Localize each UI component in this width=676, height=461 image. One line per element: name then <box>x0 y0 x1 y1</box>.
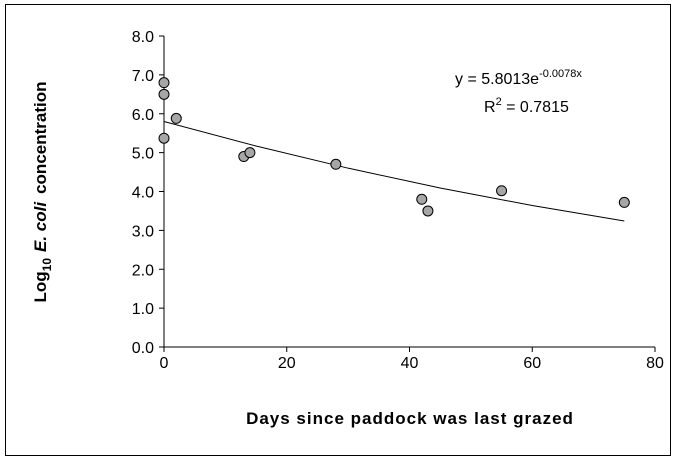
point <box>170 112 182 124</box>
r-squared: R2 = 0.7815 <box>484 96 569 116</box>
y-tick-label: 8.0 <box>132 29 154 46</box>
x-axis-label: Days since paddock was last grazed <box>246 409 574 428</box>
y-tick-label: 0.0 <box>132 340 154 357</box>
y-tick-label: 4.0 <box>132 185 154 202</box>
r-sup: 2 <box>496 96 502 108</box>
y-axis-label: Log10 E. coli concentration <box>31 82 54 303</box>
y-label-sub: 10 <box>40 258 54 272</box>
chart-border <box>5 4 671 456</box>
equation-base: y = 5.8013e <box>455 71 539 88</box>
x-tick-label: 40 <box>401 355 419 372</box>
x-tick-label: 60 <box>523 355 541 372</box>
trendline <box>163 121 625 222</box>
equation: y = 5.8013e-0.0078x <box>455 68 582 88</box>
point <box>330 158 342 170</box>
y-tick-label: 5.0 <box>132 146 154 163</box>
x-tick-label: 0 <box>160 355 169 372</box>
point <box>416 193 428 205</box>
y-label-suffix: concentration <box>31 82 50 194</box>
equation-exponent: -0.0078x <box>539 68 582 80</box>
point <box>496 185 508 197</box>
y-tick-label: 3.0 <box>132 223 154 240</box>
r-value: = 0.7815 <box>502 99 569 116</box>
point <box>158 77 170 89</box>
x-tick-label: 20 <box>278 355 296 372</box>
y-label-italic: E. coli <box>31 201 50 252</box>
point <box>422 205 434 217</box>
y-label-log: Log <box>31 271 50 302</box>
y-tick-label: 7.0 <box>132 68 154 85</box>
x-tick-label: 80 <box>646 355 664 372</box>
y-tick-label: 1.0 <box>132 301 154 318</box>
y-tick-label: 2.0 <box>132 262 154 279</box>
r-label: R <box>484 99 496 116</box>
y-tick-label: 6.0 <box>132 107 154 124</box>
point <box>244 147 256 159</box>
point <box>158 88 170 100</box>
point <box>158 132 170 144</box>
point <box>618 196 630 208</box>
